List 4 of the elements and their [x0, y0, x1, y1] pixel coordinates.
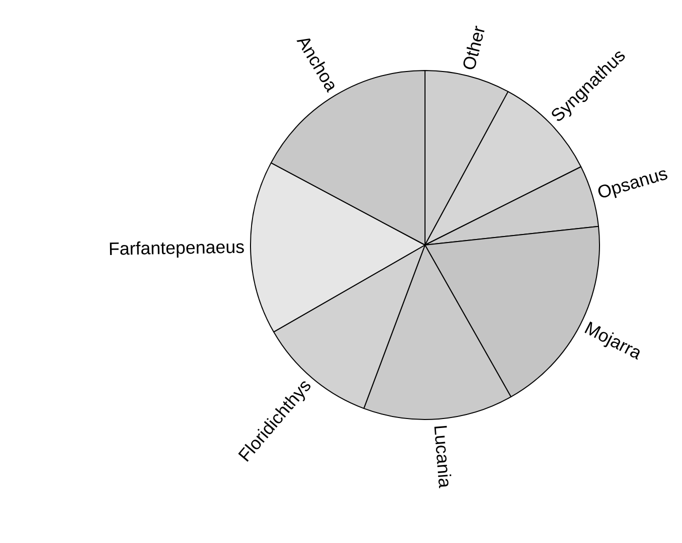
slice-label: Lucania: [430, 424, 456, 490]
slice-label: Opsanus: [595, 163, 670, 203]
slice-label: Other: [458, 24, 490, 72]
slice-label: Farfantepenaeus: [108, 236, 245, 259]
